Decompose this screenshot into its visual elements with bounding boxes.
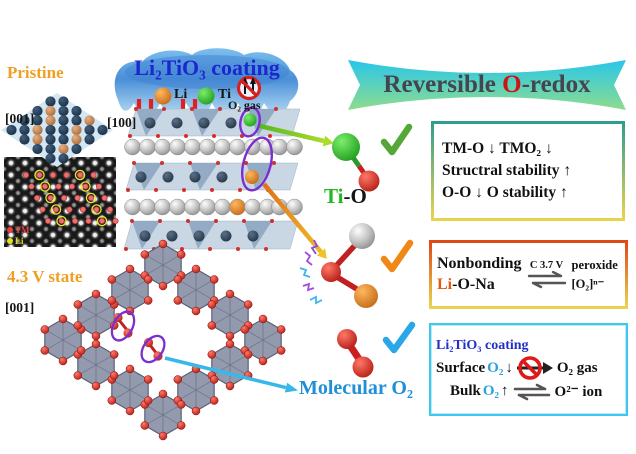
liona-molecule (299, 223, 378, 308)
stem-legend-tm: TM (7, 225, 30, 235)
stability-line3: O-O ↓ O stability ↑ (442, 184, 568, 201)
equilibrium-arrows-icon (513, 383, 550, 400)
stability-line1: TM-O ↓ TMO₂ ↓ (442, 140, 553, 157)
peroxide-label: peroxide (571, 257, 618, 272)
pristine-label: Pristine (7, 63, 64, 82)
equilibrium-arrows-icon (527, 271, 566, 289)
bulk-o2-row: Bulk O₂ ↑ O²⁻ ion (436, 382, 621, 401)
blocked-arrow-icon (516, 356, 553, 380)
stability-box: TM-O ↓ TMO₂ ↓ Structral stability ↑ O-O … (431, 121, 625, 221)
stem-atom-overlay (22, 169, 119, 227)
direction-100-label: [100] (107, 115, 137, 130)
legend-o2gas-label: O₂ gas (228, 98, 261, 112)
nonbonding-line2: Li-O-Na (437, 275, 522, 296)
excitation-sparks (299, 239, 323, 305)
checkmark-green-icon (380, 123, 413, 156)
nonbonding-right: peroxide [O₂]ⁿ⁻ (572, 256, 618, 294)
stem-legend-li: Li (7, 236, 24, 246)
stem-micrograph: TM Li (4, 157, 116, 247)
legend-li-label: Li (174, 87, 188, 102)
banner-pre: Reversible (383, 71, 503, 99)
callout-arrow-orange (262, 182, 327, 259)
surface-o2: O₂ (487, 359, 504, 376)
surface-o2-row: Surface O₂ ↓ O₂ gas (436, 355, 621, 381)
nonbonding-box: Nonbonding Li-O-Na C 3.7 V peroxide [O₂]… (429, 240, 628, 309)
o2n-label: [O₂]ⁿ⁻ (571, 276, 605, 291)
stability-line2: Structral stability ↑ (442, 162, 572, 179)
surface-label: Surface (436, 359, 486, 376)
nonbonding-line1: Nonbonding (437, 254, 522, 272)
coating-title: Li₂TiO₃ coating (134, 55, 280, 80)
state-43v-label: 4.3 V state (7, 267, 83, 286)
legend-li-sphere (154, 87, 172, 105)
surface-arrow: ↓ (505, 359, 513, 376)
coating-box-title: Li₂TiO₃ coating (436, 338, 529, 353)
bulk-o2: O₂ (482, 383, 500, 399)
checkmark-blue-icon (382, 321, 416, 354)
legend-ti-label: Ti (218, 87, 231, 102)
direction-001-bottom-label: [001] (5, 300, 35, 315)
stem-legend-tm-label: TM (15, 225, 30, 235)
banner: Reversible O-redox (344, 56, 630, 114)
li-dot-icon (7, 238, 13, 244)
bulk-label: Bulk (450, 383, 481, 399)
coating-effect-box: Li₂TiO₃ coating Surface O₂ ↓ O₂ gas Bulk… (429, 323, 628, 416)
o2-ion-label: O²⁻ ion (554, 384, 603, 400)
tio-label-o: -O (343, 184, 367, 208)
banner-text: Reversible O-redox (383, 71, 590, 99)
tio-molecule (332, 133, 380, 192)
tio-label-ti: Ti (324, 184, 344, 208)
voltage-condition: C 3.7 V (529, 260, 564, 271)
oo-dimers (110, 310, 166, 364)
molecular-o2-label: Molecular O₂ (299, 377, 413, 399)
lattice-001 (1, 93, 113, 167)
banner-ribbon (348, 60, 626, 110)
bulk-arrow: ↑ (501, 383, 509, 399)
callout-arrow-cyan (164, 356, 298, 393)
banner-post: -redox (521, 71, 591, 99)
o2-gas-label: O₂ gas (556, 359, 598, 376)
nonbonding-ona: -O-Na (452, 275, 495, 293)
checkmark-orange-icon (380, 239, 414, 273)
banner-o: O (502, 71, 522, 99)
nonbonding-li: Li (437, 275, 453, 293)
nonbonding-equilibrium: C 3.7 V (525, 260, 569, 289)
direction-001-top-label: [001] (5, 111, 35, 126)
molecular-o2-model (337, 329, 374, 378)
callout-arrow-green (259, 123, 334, 147)
tio-label: Ti-O (324, 184, 367, 208)
nonbonding-left: Nonbonding Li-O-Na (437, 254, 522, 296)
highlight-ellipses (239, 106, 273, 192)
tm-dot-icon (7, 227, 13, 233)
legend-ti-sphere (197, 87, 215, 105)
o2-gas-blocked-icon (236, 75, 262, 101)
stem-legend-li-label: Li (15, 236, 24, 246)
